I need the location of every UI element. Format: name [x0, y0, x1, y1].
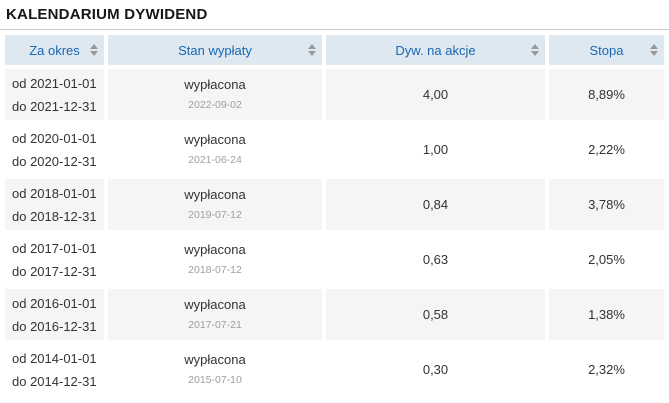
status-label: wypłacona [184, 352, 246, 367]
status-cell: wypłacona 2021-06-24 [108, 124, 322, 175]
table-row: od 2014-01-01 do 2014-12-31 wypłacona 20… [5, 344, 664, 395]
period-from: od 2020-01-01 [12, 130, 97, 146]
sort-icon[interactable] [531, 44, 539, 56]
rate-cell: 1,38% [549, 289, 664, 340]
rate-cell: 2,32% [549, 344, 664, 395]
period-from: od 2014-01-01 [12, 350, 97, 366]
period-from: od 2017-01-01 [12, 240, 97, 256]
status-label: wypłacona [184, 77, 246, 92]
status-label: wypłacona [184, 187, 246, 202]
period-cell: od 2021-01-01 do 2021-12-31 [5, 69, 104, 120]
status-label: wypłacona [184, 297, 246, 312]
dividend-table: Za okres Stan wypłaty Dyw. na akcje Stop… [5, 35, 664, 395]
status-date: 2017-07-21 [188, 319, 242, 331]
sort-icon[interactable] [308, 44, 316, 56]
dividend-cell: 1,00 [326, 124, 545, 175]
period-to: do 2020-12-31 [12, 153, 97, 169]
rate-cell: 3,78% [549, 179, 664, 230]
rate-value: 8,89% [588, 87, 625, 102]
status-cell: wypłacona 2022-09-02 [108, 69, 322, 120]
period-cell: od 2017-01-01 do 2017-12-31 [5, 234, 104, 285]
table-row: od 2018-01-01 do 2018-12-31 wypłacona 20… [5, 179, 664, 230]
page-title: KALENDARIUM DYWIDEND [6, 6, 208, 23]
dividend-cell: 0,58 [326, 289, 545, 340]
table-row: od 2016-01-01 do 2016-12-31 wypłacona 20… [5, 289, 664, 340]
status-date: 2019-07-12 [188, 209, 242, 221]
rate-cell: 8,89% [549, 69, 664, 120]
period-cell: od 2018-01-01 do 2018-12-31 [5, 179, 104, 230]
status-cell: wypłacona 2017-07-21 [108, 289, 322, 340]
status-cell: wypłacona 2015-07-10 [108, 344, 322, 395]
column-header-rate[interactable]: Stopa [549, 35, 664, 65]
column-header-label: Dyw. na akcje [395, 42, 476, 58]
period-cell: od 2016-01-01 do 2016-12-31 [5, 289, 104, 340]
status-date: 2018-07-12 [188, 264, 242, 276]
dividend-value: 0,58 [422, 307, 449, 322]
period-from: od 2021-01-01 [12, 75, 97, 91]
title-divider [0, 29, 669, 30]
period-from: od 2016-01-01 [12, 295, 97, 311]
status-label: wypłacona [184, 242, 246, 257]
period-to: do 2014-12-31 [12, 373, 97, 389]
table-row: od 2020-01-01 do 2020-12-31 wypłacona 20… [5, 124, 664, 175]
sort-icon[interactable] [90, 44, 98, 56]
period-cell: od 2020-01-01 do 2020-12-31 [5, 124, 104, 175]
dividend-cell: 0,84 [326, 179, 545, 230]
rate-value: 2,05% [588, 252, 625, 267]
table-header: Za okres Stan wypłaty Dyw. na akcje Stop… [5, 35, 664, 65]
dividend-value: 0,84 [422, 197, 449, 212]
status-cell: wypłacona 2019-07-12 [108, 179, 322, 230]
rate-cell: 2,22% [549, 124, 664, 175]
status-label: wypłacona [184, 132, 246, 147]
column-header-label: Stopa [589, 42, 624, 58]
dividend-cell: 0,63 [326, 234, 545, 285]
column-header-label: Za okres [29, 42, 80, 58]
status-cell: wypłacona 2018-07-12 [108, 234, 322, 285]
rate-cell: 2,05% [549, 234, 664, 285]
rate-value: 1,38% [588, 307, 625, 322]
rate-value: 2,22% [588, 142, 625, 157]
period-from: od 2018-01-01 [12, 185, 97, 201]
sort-icon[interactable] [650, 44, 658, 56]
status-date: 2022-09-02 [188, 99, 242, 111]
status-date: 2021-06-24 [188, 154, 242, 166]
period-to: do 2021-12-31 [12, 98, 97, 114]
column-header-status[interactable]: Stan wypłaty [108, 35, 322, 65]
period-cell: od 2014-01-01 do 2014-12-31 [5, 344, 104, 395]
dividend-value: 0,63 [422, 252, 449, 267]
dividend-value: 1,00 [422, 142, 449, 157]
dividend-value: 0,30 [422, 362, 449, 377]
table-row: od 2021-01-01 do 2021-12-31 wypłacona 20… [5, 69, 664, 120]
header-row: Za okres Stan wypłaty Dyw. na akcje Stop… [5, 35, 664, 65]
table-row: od 2017-01-01 do 2017-12-31 wypłacona 20… [5, 234, 664, 285]
period-to: do 2016-12-31 [12, 318, 97, 334]
status-date: 2015-07-10 [188, 374, 242, 386]
rate-value: 3,78% [588, 197, 625, 212]
dividend-cell: 4,00 [326, 69, 545, 120]
dividend-value: 4,00 [422, 87, 449, 102]
column-header-label: Stan wypłaty [178, 42, 252, 58]
rate-value: 2,32% [588, 362, 625, 377]
column-header-dividend[interactable]: Dyw. na akcje [326, 35, 545, 65]
dividend-cell: 0,30 [326, 344, 545, 395]
column-header-period[interactable]: Za okres [5, 35, 104, 65]
period-to: do 2017-12-31 [12, 263, 97, 279]
table-body: od 2021-01-01 do 2021-12-31 wypłacona 20… [5, 69, 664, 395]
period-to: do 2018-12-31 [12, 208, 97, 224]
